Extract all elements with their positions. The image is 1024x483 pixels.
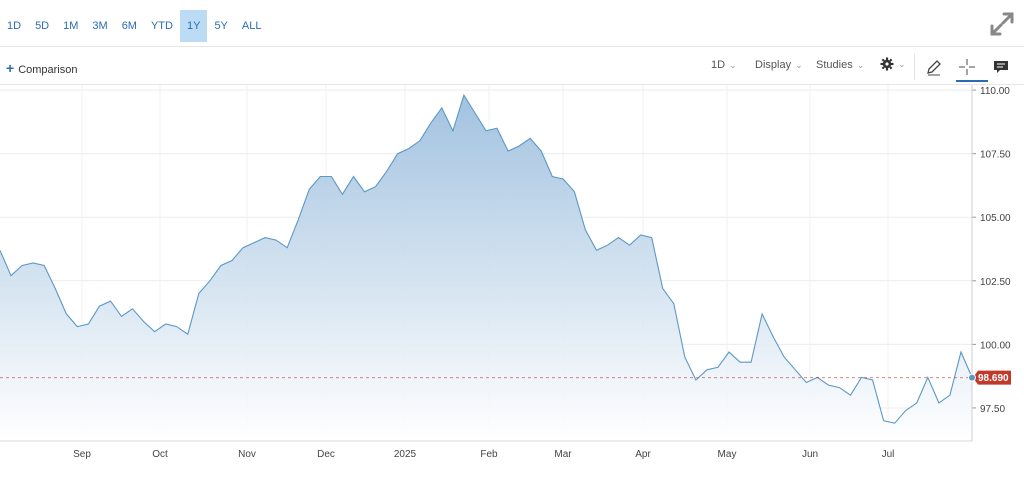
x-tick-label: Sep [73, 449, 91, 460]
y-tick-label: 100.00 [980, 340, 1011, 351]
divider [0, 46, 1024, 47]
last-price-badge: 98.690 [968, 370, 1011, 385]
price-line [0, 93, 973, 424]
x-tick-label: Dec [317, 449, 335, 460]
gear-icon [880, 57, 894, 71]
crosshair-icon[interactable] [956, 56, 978, 78]
chevron-down-icon: ⌄ [729, 60, 737, 70]
range-button-all[interactable]: ALL [241, 20, 262, 32]
display-label: Display [755, 59, 792, 71]
y-tick-label: 97.50 [980, 404, 1005, 415]
range-button-5y[interactable]: 5Y [214, 20, 228, 32]
range-selector: 1D 5D 1M 3M 6M YTD 1Y 5Y ALL [0, 10, 268, 42]
chevron-down-icon: ⌄ [898, 58, 906, 69]
comparison-button[interactable]: + Comparison [6, 60, 78, 76]
range-button-1m[interactable]: 1M [63, 20, 79, 32]
y-tick-label: 110.00 [980, 86, 1010, 97]
chevron-down-icon: ⌄ [795, 60, 803, 70]
x-tick-label: Jun [802, 449, 818, 460]
price-area [0, 95, 972, 441]
chart-toolbar: + Comparison 1D ⌄ Display ⌄ Studies ⌄ ⌄ [0, 52, 1024, 84]
range-button-ytd[interactable]: YTD [150, 20, 173, 32]
last-price-label: 98.690 [978, 373, 1009, 384]
y-tick-label: 107.50 [980, 150, 1011, 161]
x-tick-label: 2025 [394, 449, 417, 460]
comparison-label: Comparison [18, 64, 78, 76]
interval-dropdown[interactable]: 1D ⌄ [711, 59, 737, 71]
x-tick-label: Feb [480, 449, 498, 460]
settings-dropdown[interactable]: ⌄ [880, 57, 906, 71]
crosshair-active-indicator [956, 80, 988, 82]
x-tick-label: Oct [152, 449, 168, 460]
studies-dropdown[interactable]: Studies ⌄ [816, 59, 864, 71]
divider [0, 84, 1024, 85]
comment-icon[interactable] [990, 56, 1012, 78]
price-chart[interactable]: 110.00 107.50 105.00 102.50 100.00 97.50 Sep Oc… [0, 85, 1024, 483]
x-tick-label: Apr [635, 449, 651, 460]
y-tick-label: 105.00 [980, 213, 1011, 224]
x-tick-label: Mar [554, 449, 572, 460]
display-dropdown[interactable]: Display ⌄ [755, 59, 803, 71]
chevron-down-icon: ⌄ [856, 60, 865, 70]
range-button-3m[interactable]: 3M [92, 20, 108, 32]
interval-label: 1D [711, 59, 726, 71]
x-tick-label: May [718, 449, 737, 460]
x-tick-label: Jul [882, 449, 895, 460]
y-tick-label: 102.50 [980, 277, 1011, 288]
studies-label: Studies [816, 59, 853, 71]
toolbar-divider [914, 54, 915, 80]
range-button-1y[interactable]: 1Y [179, 10, 208, 42]
range-button-6m[interactable]: 6M [121, 20, 137, 32]
x-tick-label: Nov [238, 449, 256, 460]
range-button-5d[interactable]: 5D [35, 20, 50, 32]
range-button-1d[interactable]: 1D [7, 20, 22, 32]
expand-icon[interactable] [988, 10, 1016, 38]
plus-icon: + [6, 60, 15, 76]
pencil-icon[interactable] [923, 56, 945, 78]
